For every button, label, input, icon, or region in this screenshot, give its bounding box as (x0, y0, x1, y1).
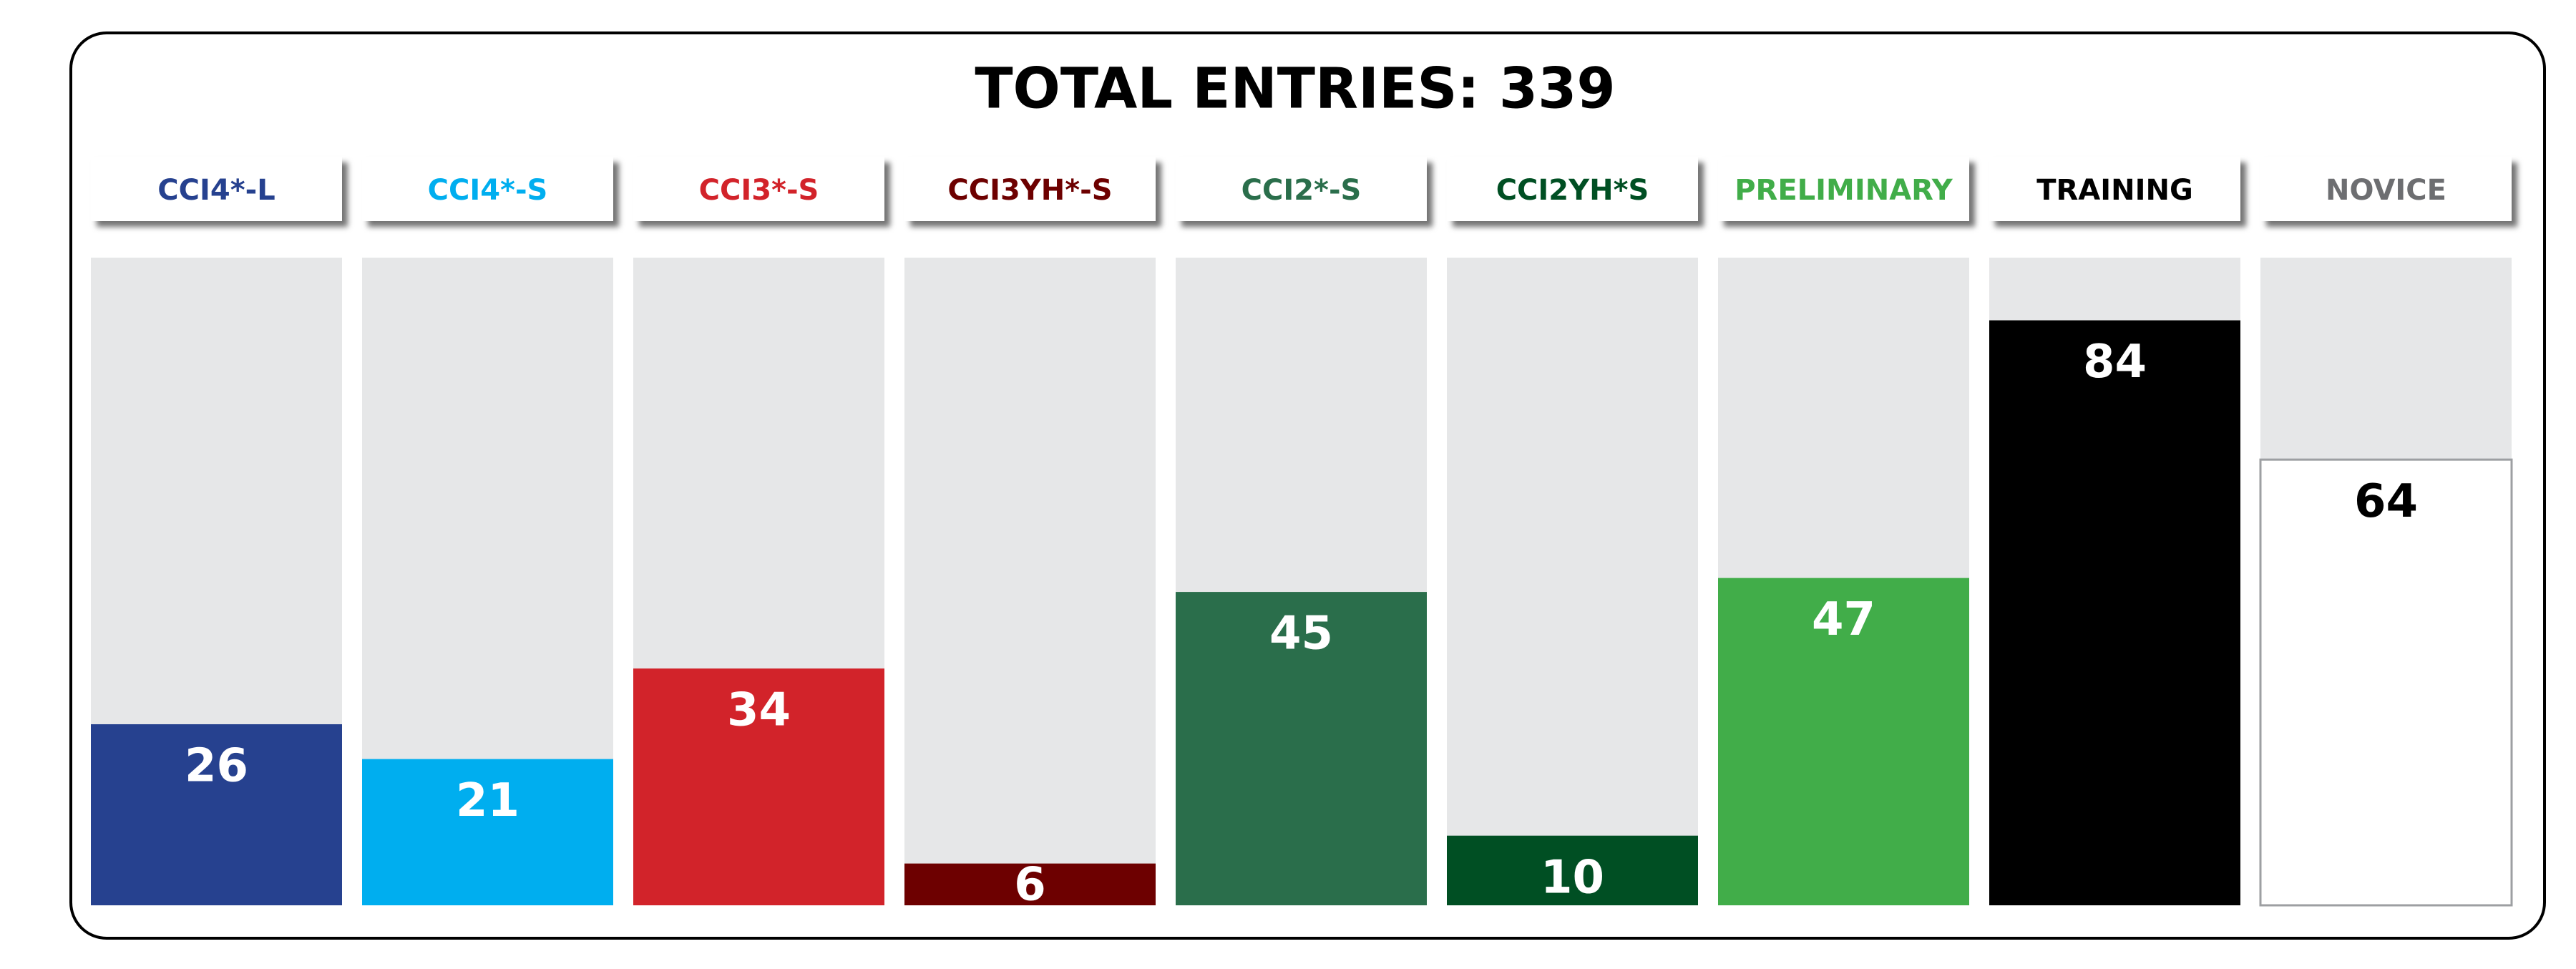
category-label: CCI3*-S (699, 174, 819, 207)
category-tab (1176, 157, 1427, 221)
bar (2259, 458, 2513, 907)
category-label: PRELIMINARY (1735, 174, 1953, 207)
value-label: 10 (1541, 851, 1604, 904)
category-label: NOVICE (2326, 174, 2446, 207)
category-label: CCI4*-L (157, 174, 275, 207)
value-label: 21 (456, 774, 519, 827)
bar (633, 668, 884, 905)
value-label: 64 (2354, 475, 2418, 528)
value-label: 84 (2083, 336, 2147, 389)
bar-track (904, 258, 1156, 905)
bar (362, 759, 613, 905)
category-tab (91, 157, 342, 221)
bar (1447, 835, 1698, 905)
value-label: 26 (185, 740, 248, 793)
value-label: 47 (1812, 593, 1875, 646)
value-label: 6 (1014, 859, 1046, 912)
category-label: CCI3YH*-S (947, 174, 1112, 207)
bar-track (1447, 258, 1698, 905)
category-tab (633, 157, 884, 221)
category-label: CCI4*-S (428, 174, 548, 207)
category-tab (1447, 157, 1698, 221)
bar (1718, 578, 1969, 905)
category-label: CCI2YH*S (1496, 174, 1649, 207)
category-tab (2260, 157, 2512, 221)
value-label: 45 (1269, 608, 1333, 661)
category-label: CCI2*-S (1241, 174, 1362, 207)
bar (904, 863, 1156, 905)
bar (91, 724, 342, 905)
category-tab (904, 157, 1156, 221)
category-label: TRAINING (2036, 174, 2193, 207)
chart-title: TOTAL ENTRIES: 339 (975, 57, 1615, 121)
bar (1989, 320, 2240, 905)
value-label: 34 (727, 684, 791, 737)
category-tab (1718, 157, 1969, 221)
category-tab (362, 157, 613, 221)
category-tab (1989, 157, 2240, 221)
bar (1176, 592, 1427, 905)
